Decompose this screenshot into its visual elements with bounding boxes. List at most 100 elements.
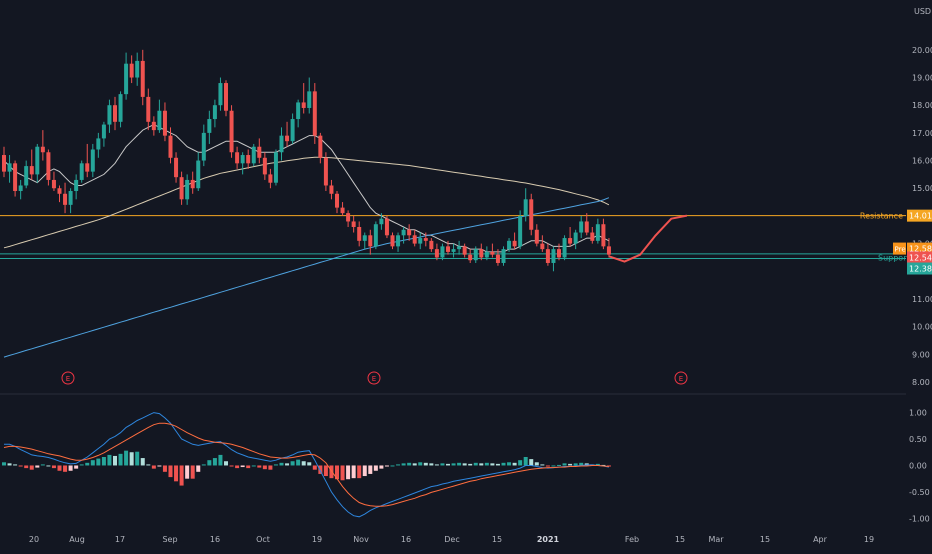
candle-body[interactable] [240, 155, 245, 164]
candle-body[interactable] [40, 146, 45, 153]
candle-body[interactable] [79, 163, 84, 180]
candle-body[interactable] [523, 199, 528, 216]
candle-body[interactable] [285, 135, 290, 142]
candle-body[interactable] [301, 102, 306, 108]
candle-body[interactable] [573, 232, 578, 244]
candle-body[interactable] [129, 63, 134, 78]
candle-body[interactable] [429, 240, 434, 250]
candle-body[interactable] [423, 238, 428, 241]
candle-body[interactable] [174, 157, 179, 178]
candle-body[interactable] [90, 149, 95, 172]
candle-body[interactable] [396, 235, 401, 247]
earnings-marker[interactable] [674, 371, 688, 385]
candle-body[interactable] [351, 221, 356, 227]
candle-body[interactable] [96, 138, 101, 150]
candle-body[interactable] [246, 155, 251, 164]
candle-body[interactable] [107, 105, 112, 125]
candle-body[interactable] [2, 155, 6, 172]
candle-body[interactable] [362, 235, 367, 241]
candle-body[interactable] [296, 102, 301, 120]
candle-body[interactable] [273, 152, 278, 183]
candle-body[interactable] [101, 124, 106, 139]
candle-body[interactable] [446, 246, 450, 252]
candle-body[interactable] [162, 110, 167, 136]
candle-body[interactable] [479, 249, 484, 258]
candle-body[interactable] [207, 119, 212, 133]
candle-body[interactable] [185, 179, 190, 200]
candle-body[interactable] [401, 229, 406, 236]
candle-body[interactable] [251, 146, 256, 164]
candle-body[interactable] [534, 229, 539, 244]
candle-body[interactable] [140, 60, 145, 97]
candle-body[interactable] [157, 110, 162, 131]
candle-body[interactable] [229, 110, 234, 153]
candle-body[interactable] [384, 218, 389, 236]
candle-body[interactable] [518, 215, 523, 247]
candle-body[interactable] [557, 249, 561, 258]
candle-body[interactable] [540, 243, 545, 250]
candle-body[interactable] [135, 60, 140, 78]
candle-body[interactable] [279, 135, 284, 153]
candle-body[interactable] [57, 188, 62, 194]
candle-body[interactable] [168, 135, 173, 158]
candle-body[interactable] [407, 229, 412, 236]
candle-body[interactable] [196, 160, 201, 189]
candle-body[interactable] [13, 163, 18, 192]
candle-body[interactable] [584, 221, 589, 233]
candle-body[interactable] [290, 119, 295, 142]
candle-body[interactable] [68, 191, 73, 205]
macd-pane[interactable] [2, 412, 611, 518]
candle-body[interactable] [307, 91, 312, 108]
candle-body[interactable] [606, 246, 611, 255]
candle-body[interactable] [262, 157, 267, 175]
candle-body[interactable] [335, 193, 339, 208]
candle-body[interactable] [379, 218, 384, 225]
candle-body[interactable] [451, 249, 456, 252]
candle-body[interactable] [507, 240, 512, 250]
candle-body[interactable] [329, 185, 334, 194]
candle-body[interactable] [224, 83, 228, 111]
candle-body[interactable] [190, 179, 195, 189]
candle-body[interactable] [74, 179, 79, 192]
candle-body[interactable] [490, 251, 495, 255]
candle-body[interactable] [568, 238, 573, 244]
candle-body[interactable] [113, 105, 117, 122]
candle-body[interactable] [257, 146, 262, 158]
candle-body[interactable] [529, 199, 534, 230]
candle-body[interactable] [495, 254, 500, 263]
candle-body[interactable] [235, 152, 240, 164]
candle-body[interactable] [29, 166, 34, 175]
candle-body[interactable] [18, 185, 23, 192]
candle-body[interactable] [151, 121, 156, 131]
candle-body[interactable] [179, 177, 184, 200]
candle-body[interactable] [595, 224, 600, 241]
candle-body[interactable] [340, 207, 345, 214]
candle-body[interactable] [318, 135, 323, 158]
candle-body[interactable] [368, 235, 373, 247]
candle-body[interactable] [551, 249, 556, 263]
candle-body[interactable] [85, 163, 90, 172]
candle-body[interactable] [484, 251, 489, 258]
candle-body[interactable] [418, 238, 423, 244]
candle-body[interactable] [412, 235, 417, 244]
candle-body[interactable] [24, 166, 29, 186]
candle-body[interactable] [579, 221, 584, 233]
candle-body[interactable] [201, 132, 206, 161]
candle-body[interactable] [601, 224, 606, 247]
candle-body[interactable] [124, 63, 129, 95]
candle-body[interactable] [268, 174, 273, 183]
candle-body[interactable] [468, 254, 473, 261]
price-pane[interactable]: Resistance Support E E E [0, 49, 910, 385]
candle-body[interactable] [462, 246, 467, 255]
candle-body[interactable] [434, 249, 439, 258]
candle-body[interactable] [512, 240, 517, 247]
candle-body[interactable] [212, 105, 217, 120]
candle-body[interactable] [218, 83, 223, 106]
candle-body[interactable] [473, 249, 478, 261]
candle-body[interactable] [118, 94, 123, 122]
candle-body[interactable] [357, 226, 362, 241]
candle-body[interactable] [312, 91, 317, 136]
candle-body[interactable] [457, 246, 462, 250]
